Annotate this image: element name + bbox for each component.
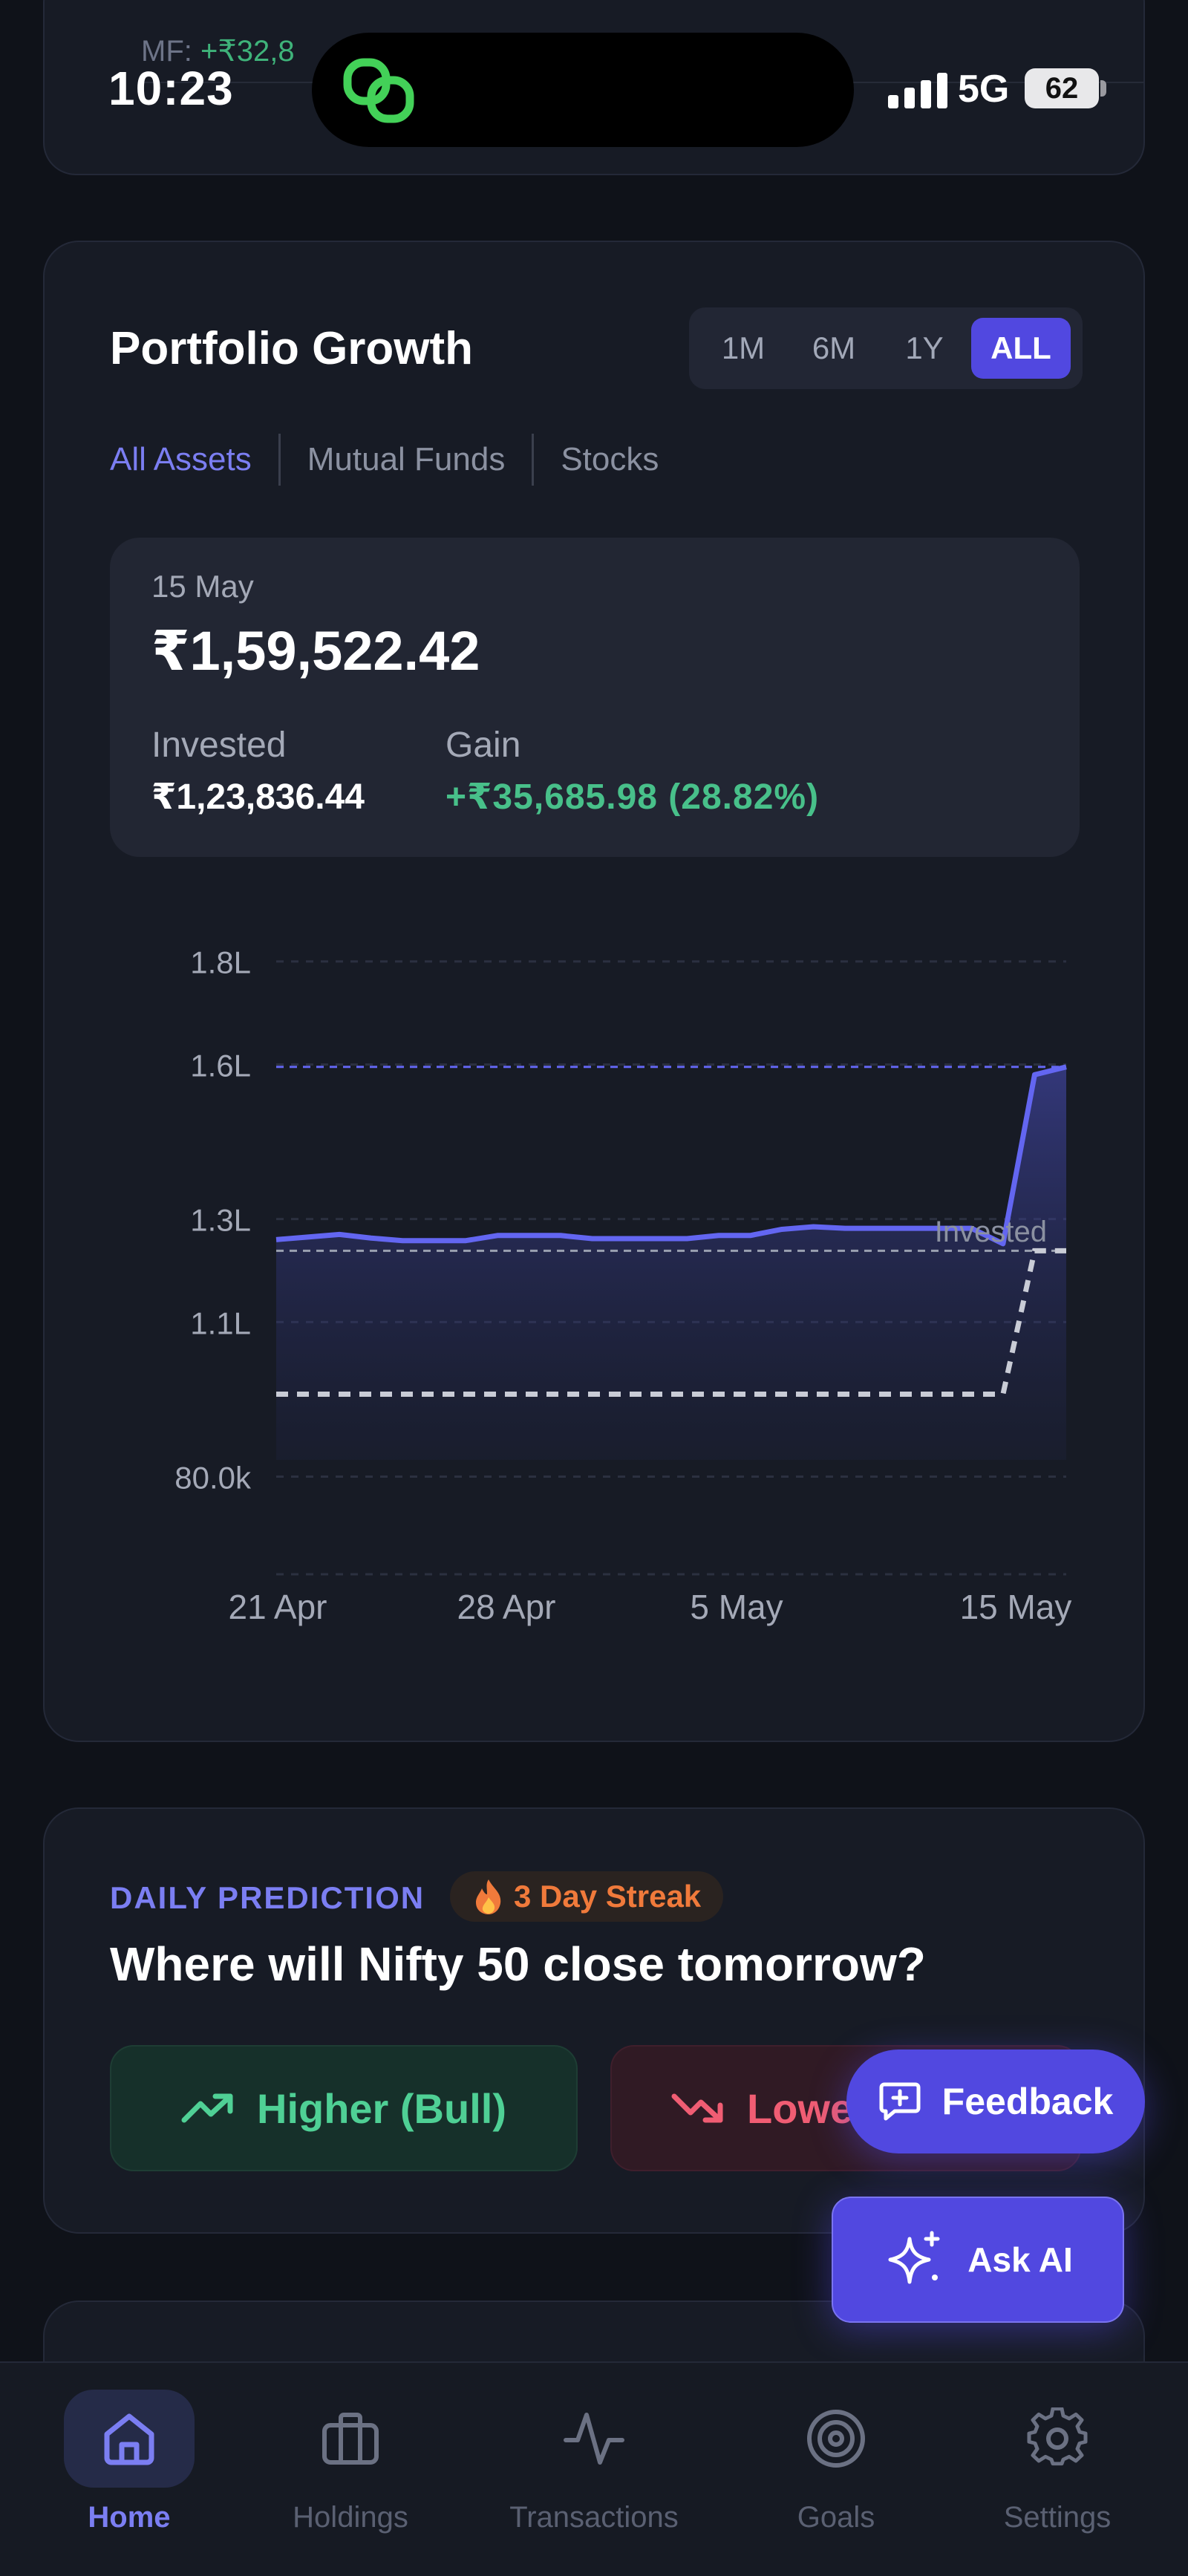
tab-stocks[interactable]: Stocks (532, 434, 685, 486)
gain-label: Gain (446, 725, 521, 765)
feedback-label: Feedback (941, 2081, 1114, 2122)
fire-icon (476, 1879, 501, 1914)
range-all-button[interactable]: ALL (971, 318, 1071, 379)
nav-holdings-label: Holdings (293, 2501, 408, 2534)
nav-goals[interactable]: Goals (771, 2363, 901, 2576)
x-tick-label: 15 May (960, 1588, 1072, 1626)
nav-home[interactable]: Home (64, 2363, 195, 2576)
sparkles-icon (888, 2231, 940, 2284)
gain-value: +₹35,685.98 (28.82%) (446, 777, 820, 817)
nav-goals-icon-wrap (771, 2390, 901, 2488)
y-tick-label: 1.8L (190, 945, 251, 980)
bull-label: Higher (Bull) (257, 2084, 506, 2132)
asset-filter-tabs: All Assets Mutual Funds Stocks (110, 434, 685, 486)
nav-home-icon-wrap (64, 2390, 195, 2488)
portfolio-area (276, 1066, 1066, 1460)
nav-home-label: Home (88, 2501, 171, 2534)
bull-prediction-button[interactable]: Higher (Bull) (110, 2045, 578, 2171)
mf-label: MF: (141, 35, 192, 68)
x-tick-label: 21 Apr (229, 1588, 327, 1626)
portfolio-growth-chart: 1.8L 1.6L 1.3L 1.1L 80.0k Invested 21 Apr 28 Ap… (174, 945, 1072, 1626)
nav-settings-icon-wrap (992, 2390, 1123, 2488)
activity-icon (564, 2413, 624, 2465)
trending-down-icon (671, 2093, 723, 2123)
portfolio-growth-card: Portfolio Growth 1M 6M 1Y ALL All Assets… (43, 241, 1145, 1742)
prediction-label: DAILY PREDICTION (110, 1880, 425, 1915)
briefcase-icon (322, 2413, 379, 2465)
nav-transactions[interactable]: Transactions (490, 2363, 698, 2576)
status-time: 10:23 (108, 62, 234, 115)
summary-value: ₹1,59,522.42 (151, 620, 480, 682)
bottom-navigation: Home Holdings Transactions (0, 2361, 1188, 2576)
y-tick-label: 80.0k (174, 1460, 252, 1495)
battery-tip (1100, 80, 1106, 97)
y-tick-label: 1.6L (190, 1048, 251, 1083)
portfolio-series-line (275, 1064, 1067, 1247)
range-1y-button[interactable]: 1Y (905, 330, 944, 365)
time-range-selector: 1M 6M 1Y ALL (689, 307, 1083, 389)
y-tick-label: 1.3L (190, 1203, 251, 1238)
ask-ai-button[interactable]: Ask AI (832, 2197, 1124, 2323)
gain-block: Gain +₹35,685.98 (28.82%) (446, 725, 819, 818)
nav-holdings[interactable]: Holdings (285, 2363, 416, 2576)
invested-annotation: Invested (935, 1216, 1047, 1248)
network-type: 5G (958, 68, 1010, 111)
invested-label: Invested (151, 725, 287, 765)
nav-holdings-icon-wrap (285, 2390, 416, 2488)
tab-mutual-funds[interactable]: Mutual Funds (278, 434, 532, 486)
portfolio-summary-box: 15 May ₹1,59,522.42 Invested ₹1,23,836.4… (110, 538, 1080, 857)
ask-ai-label: Ask AI (967, 2240, 1073, 2279)
gear-icon (1027, 2407, 1088, 2466)
invested-block: Invested ₹1,23,836.44 (151, 725, 365, 818)
message-plus-icon (879, 2082, 921, 2121)
mf-value: +₹32,8 (200, 35, 295, 68)
invested-series-line (276, 1248, 1066, 1397)
nav-settings-label: Settings (1003, 2501, 1112, 2534)
streak-badge: 3 Day Streak (450, 1871, 724, 1922)
summary-date: 15 May (151, 569, 254, 604)
range-6m-button[interactable]: 6M (812, 330, 856, 365)
nav-transactions-label: Transactions (509, 2501, 679, 2534)
nav-settings[interactable]: Settings (992, 2363, 1123, 2576)
feedback-button[interactable]: Feedback (846, 2050, 1145, 2153)
prediction-question: Where will Nifty 50 close tomorrow? (110, 1937, 926, 1991)
x-tick-label: 5 May (690, 1588, 783, 1626)
home-icon (104, 2413, 154, 2465)
target-icon (807, 2410, 865, 2468)
battery-level: 62 (1045, 71, 1079, 105)
mf-summary: MF: +₹32,8 (141, 34, 295, 68)
app-link-icon (343, 58, 414, 123)
signal-icon (888, 73, 947, 108)
nav-goals-label: Goals (797, 2501, 875, 2534)
portfolio-title: Portfolio Growth (110, 323, 474, 374)
nav-transactions-icon-wrap (529, 2390, 659, 2488)
dynamic-island (312, 33, 854, 147)
y-tick-label: 1.1L (190, 1305, 251, 1340)
x-tick-label: 28 Apr (457, 1588, 556, 1626)
tab-all-assets[interactable]: All Assets (110, 441, 252, 477)
daily-prediction-card: DAILY PREDICTION 3 Day Streak Where will… (43, 1807, 1145, 2234)
range-1m-button[interactable]: 1M (721, 330, 766, 365)
battery-icon: 62 (1025, 68, 1099, 108)
streak-text: 3 Day Streak (514, 1879, 702, 1914)
trending-up-icon (181, 2093, 233, 2123)
invested-value: ₹1,23,836.44 (151, 777, 365, 817)
